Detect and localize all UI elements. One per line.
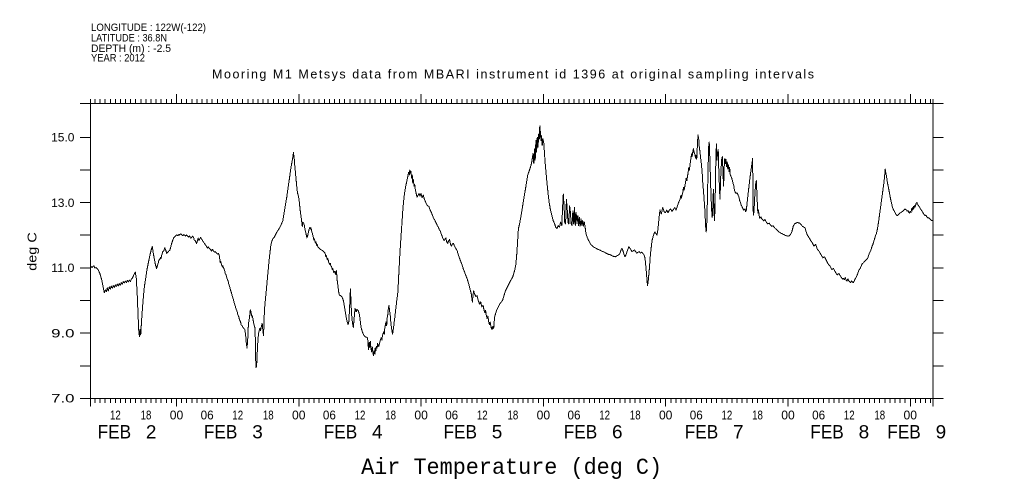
svg-text:2: 2 — [146, 423, 157, 444]
svg-text:9.0: 9.0 — [51, 326, 75, 340]
svg-text:12: 12 — [355, 409, 366, 423]
svg-text:00: 00 — [292, 409, 306, 423]
svg-text:4: 4 — [372, 423, 383, 444]
svg-text:18: 18 — [874, 409, 885, 423]
svg-text:18: 18 — [752, 409, 763, 423]
svg-text:06: 06 — [568, 409, 581, 423]
svg-text:FEB: FEB — [324, 423, 358, 444]
svg-text:FEB: FEB — [98, 423, 132, 444]
svg-text:deg C: deg C — [25, 232, 40, 271]
svg-text:12: 12 — [844, 409, 855, 423]
svg-text:00: 00 — [904, 409, 918, 423]
svg-text:LONGITUDE : 122W(-122): LONGITUDE : 122W(-122) — [91, 22, 206, 34]
svg-text:00: 00 — [414, 409, 428, 423]
svg-text:06: 06 — [201, 409, 214, 423]
svg-text:12: 12 — [599, 409, 610, 423]
svg-text:DEPTH (m) : -2.5: DEPTH (m) : -2.5 — [91, 43, 171, 55]
svg-text:18: 18 — [141, 409, 152, 423]
svg-text:00: 00 — [781, 409, 795, 423]
svg-text:6: 6 — [612, 423, 623, 444]
svg-text:18: 18 — [385, 409, 396, 423]
svg-text:7.0: 7.0 — [51, 392, 75, 406]
svg-text:00: 00 — [659, 409, 673, 423]
svg-text:7: 7 — [733, 423, 744, 444]
svg-text:06: 06 — [323, 409, 336, 423]
svg-text:12: 12 — [477, 409, 488, 423]
svg-text:06: 06 — [690, 409, 703, 423]
svg-text:18: 18 — [263, 409, 274, 423]
svg-text:18: 18 — [508, 409, 519, 423]
svg-text:Mooring M1 Metsys data from MB: Mooring M1 Metsys data from MBARI instru… — [212, 68, 814, 82]
svg-text:FEB: FEB — [204, 423, 238, 444]
svg-text:15.0: 15.0 — [51, 131, 75, 145]
svg-text:12: 12 — [232, 409, 243, 423]
svg-text:00: 00 — [170, 409, 184, 423]
svg-text:FEB: FEB — [810, 423, 844, 444]
svg-text:11.0: 11.0 — [51, 261, 75, 275]
svg-text:8: 8 — [859, 423, 870, 444]
svg-text:FEB: FEB — [444, 423, 478, 444]
svg-text:06: 06 — [445, 409, 458, 423]
svg-text:13.0: 13.0 — [51, 196, 75, 210]
svg-text:18: 18 — [630, 409, 641, 423]
svg-text:Air Temperature (deg C): Air Temperature (deg C) — [361, 455, 662, 481]
svg-text:12: 12 — [722, 409, 733, 423]
svg-text:YEAR : 2012: YEAR : 2012 — [91, 52, 145, 64]
svg-text:3: 3 — [252, 423, 263, 444]
svg-text:FEB: FEB — [564, 423, 598, 444]
svg-text:FEB: FEB — [887, 423, 921, 444]
svg-text:06: 06 — [812, 409, 825, 423]
svg-text:9: 9 — [936, 423, 947, 444]
svg-text:00: 00 — [537, 409, 551, 423]
svg-text:12: 12 — [110, 409, 121, 423]
svg-text:LATITUDE : 36.8N: LATITUDE : 36.8N — [91, 33, 167, 45]
svg-text:5: 5 — [492, 423, 503, 444]
svg-text:FEB: FEB — [685, 423, 719, 444]
